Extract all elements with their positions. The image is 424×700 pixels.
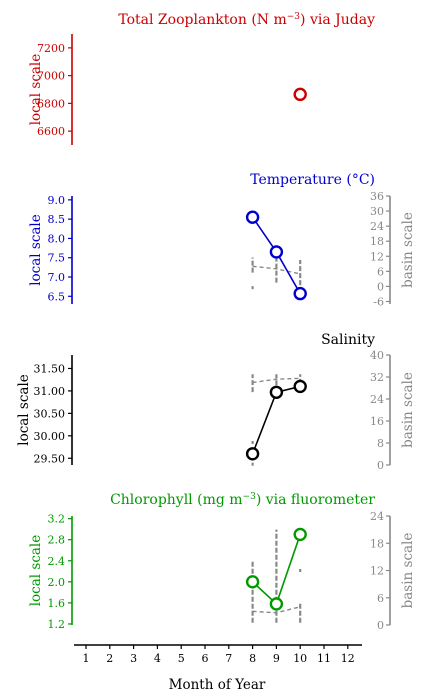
local-tick-label: 30.50 [34,407,66,420]
local-tick-label: 7000 [37,70,65,83]
data-point [269,597,284,611]
local-tick-label: 7.5 [48,252,66,265]
x-tick-label: 8 [249,652,256,665]
local-tick-label: 7200 [37,42,65,55]
panel-2: Temperature (°C) 6.5 7.0 7.5 8.0 8.5 9.0 local … [28,172,416,308]
data-point [293,286,307,301]
basin-mean-line [252,606,301,614]
panel-1: Total Zooplankton (N m−3) via Juday 6600 6… [28,12,375,145]
local-tick-label: 2.8 [48,534,66,547]
panel-title: Salinity [321,332,375,348]
data-point [245,575,260,589]
panel-title: Temperature (°C) [250,172,375,188]
x-tick-label: 3 [130,652,137,665]
basin-tick-label: 36 [370,190,384,203]
basin-mean-line [252,265,301,275]
data-point [245,210,260,224]
x-tick-label: 2 [106,652,113,665]
data-point [293,87,307,102]
basin-tick-label: 18 [370,235,384,248]
title-superscript: −3 [243,492,257,502]
basin-tick-label: 12 [370,250,384,263]
x-tick-label: 1 [83,652,90,665]
title-main: Total Zooplankton (N m [118,12,286,28]
basin-tick-label: 12 [370,565,384,578]
data-point [269,385,284,399]
x-tick-label: 7 [225,652,232,665]
basin-tick-label: 18 [370,537,384,550]
local-tick-label: 6600 [37,125,65,138]
local-tick-label: 1.6 [48,597,66,610]
data-point [269,245,284,259]
local-axis-title: local scale [16,374,32,446]
x-tick-label: 5 [178,652,185,665]
title-main: Temperature (°C) [250,172,375,188]
local-tick-label: 31.00 [34,385,66,398]
local-tick-label: 3.2 [48,513,66,526]
x-tick-label: 9 [273,652,280,665]
basin-axis-title: basin scale [400,212,416,288]
basin-mean-line [252,377,301,384]
title-rest: ) via fluorometer [256,492,375,508]
title-main: Salinity [321,332,375,348]
data-point [293,527,307,542]
local-tick-label: 8.0 [48,232,66,245]
basin-tick-label: 16 [370,415,384,428]
x-tick-label: 10 [293,652,307,665]
x-tick-label: 12 [341,652,355,665]
local-tick-label: 7.0 [48,271,66,284]
data-point [293,379,307,394]
basin-tick-label: 6 [377,265,384,278]
basin-tick-label: 0 [377,619,384,632]
x-tick-label: 6 [202,652,209,665]
title-superscript: −3 [287,12,301,22]
basin-tick-label: 0 [377,459,384,472]
basin-tick-label: 24 [370,220,384,233]
basin-tick-label: 30 [370,205,384,218]
basin-tick-label: -6 [373,295,384,308]
local-tick-label: 1.2 [48,618,66,631]
local-tick-label: 31.50 [34,362,66,375]
local-axis-title: local scale [28,535,44,607]
local-tick-label: 29.50 [34,452,66,465]
local-tick-label: 2.4 [48,555,66,568]
local-tick-label: 30.00 [34,430,66,443]
basin-tick-label: 6 [377,592,384,605]
panel-title: Total Zooplankton (N m−3) via Juday [118,12,375,28]
basin-tick-label: 24 [370,393,384,406]
title-main: Chlorophyll (mg m [110,492,242,508]
basin-axis-title: basin scale [400,372,416,448]
local-tick-label: 9.0 [48,194,66,207]
local-tick-label: 6800 [37,97,65,110]
local-axis-title: local scale [28,214,44,286]
basin-tick-label: 8 [377,437,384,450]
title-rest: ) via Juday [300,12,375,28]
basin-tick-label: 24 [370,510,384,523]
x-tick-label: 4 [154,652,161,665]
panel-title: Chlorophyll (mg m−3) via fluorometer [110,492,375,508]
basin-tick-label: 0 [377,280,384,293]
data-point [245,447,260,461]
basin-tick-label: 32 [370,371,384,384]
local-tick-label: 8.5 [48,213,66,226]
local-tick-label: 6.5 [48,290,66,303]
basin-tick-label: 40 [370,349,384,362]
local-axis-title: local scale [28,54,44,126]
basin-axis-title: basin scale [400,533,416,609]
local-tick-label: 2.0 [48,576,66,589]
x-axis-title: Month of Year [169,677,266,693]
panel-4: Chlorophyll (mg m−3) via fluorometer 1.2 1… [28,492,416,632]
x-tick-label: 11 [317,652,331,665]
